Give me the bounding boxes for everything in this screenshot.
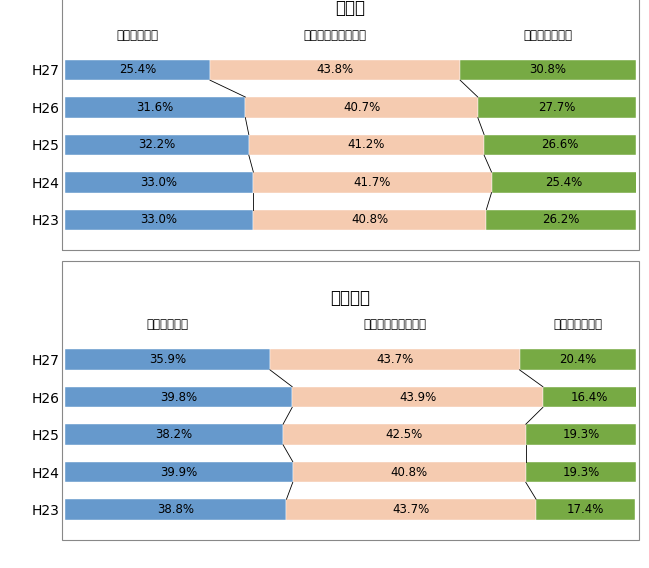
Bar [210, 60, 460, 80]
Text: 25.4%: 25.4% [545, 176, 583, 189]
Bar [65, 135, 249, 155]
Bar [245, 97, 478, 118]
Text: 43.7%: 43.7% [376, 353, 413, 366]
Text: 26.6%: 26.6% [541, 139, 579, 151]
Text: 39.9%: 39.9% [160, 466, 197, 478]
Bar [491, 172, 637, 193]
Text: 十分だと思う: 十分だと思う [147, 319, 188, 331]
Text: どちらともいえない: どちらともいえない [363, 319, 426, 331]
Text: 42.5%: 42.5% [386, 428, 423, 441]
Text: 19.3%: 19.3% [562, 428, 600, 441]
Text: 38.2%: 38.2% [155, 428, 193, 441]
Bar [536, 499, 635, 520]
Text: 33.0%: 33.0% [141, 176, 178, 189]
Text: 41.7%: 41.7% [354, 176, 391, 189]
Bar [293, 462, 526, 482]
Bar [65, 97, 245, 118]
Bar [65, 210, 253, 230]
Text: 32.2%: 32.2% [138, 139, 175, 151]
Bar [65, 172, 253, 193]
Text: 43.9%: 43.9% [399, 391, 436, 403]
Text: 31.6%: 31.6% [136, 101, 174, 114]
Text: どちらともいえない: どちらともいえない [304, 29, 367, 41]
Bar [65, 424, 283, 445]
Text: 38.8%: 38.8% [157, 503, 194, 516]
Text: 33.0%: 33.0% [141, 214, 178, 226]
Bar [484, 135, 636, 155]
Bar [65, 499, 286, 520]
Text: 26.2%: 26.2% [543, 214, 580, 226]
Text: 40.8%: 40.8% [351, 214, 389, 226]
Bar [478, 97, 636, 118]
Text: 十分と思わない: 十分と思わない [524, 29, 572, 41]
Text: 17.4%: 17.4% [567, 503, 604, 516]
Bar [283, 424, 526, 445]
Text: 41.2%: 41.2% [348, 139, 385, 151]
Text: 30.8%: 30.8% [530, 64, 567, 76]
Text: 16.4%: 16.4% [571, 391, 609, 403]
Text: 19.3%: 19.3% [562, 466, 600, 478]
Text: 27.7%: 27.7% [538, 101, 576, 114]
Bar [543, 387, 637, 407]
Text: 43.7%: 43.7% [393, 503, 430, 516]
Bar [526, 462, 636, 482]
Text: 20.4%: 20.4% [559, 353, 596, 366]
Bar [253, 172, 491, 193]
Bar [253, 210, 486, 230]
Bar [292, 387, 543, 407]
Text: 十分と思わない: 十分と思わない [553, 319, 602, 331]
Bar [249, 135, 484, 155]
Bar [270, 349, 519, 370]
Text: 43.8%: 43.8% [317, 64, 354, 76]
Bar [486, 210, 636, 230]
Bar [65, 60, 210, 80]
Bar [65, 462, 293, 482]
Text: 35.9%: 35.9% [149, 353, 186, 366]
Text: 40.8%: 40.8% [391, 466, 428, 478]
Bar [460, 60, 636, 80]
Text: 39.8%: 39.8% [160, 391, 197, 403]
Bar [65, 387, 292, 407]
Bar [65, 349, 270, 370]
Bar [286, 499, 536, 520]
Text: 25.4%: 25.4% [119, 64, 156, 76]
Text: 十分だと思う: 十分だと思う [116, 29, 158, 41]
Text: 無延滞者: 無延滞者 [330, 289, 371, 307]
Bar [519, 349, 636, 370]
Text: 延滞者: 延滞者 [336, 0, 365, 18]
Text: 40.7%: 40.7% [343, 101, 380, 114]
Bar [526, 424, 636, 445]
